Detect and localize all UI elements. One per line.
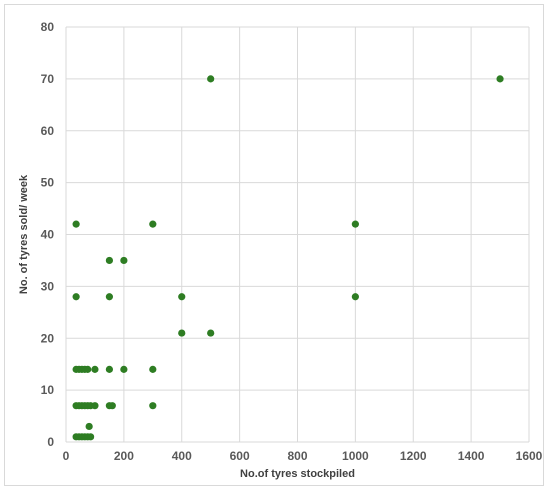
gridlines [65, 26, 530, 443]
y-tick-label: 50 [41, 176, 55, 190]
data-point [178, 329, 186, 337]
x-tick-label: 1400 [458, 449, 485, 463]
y-tick-label: 60 [41, 124, 55, 138]
y-tick-label: 20 [41, 331, 55, 345]
data-point [108, 402, 116, 410]
x-tick-label: 600 [230, 449, 250, 463]
chart-area: 0 200 400 600 800 1000 1200 1400 1600 0 10 20 30 40 5… [4, 4, 544, 486]
x-tick-label: 800 [287, 449, 307, 463]
data-point [105, 256, 114, 265]
data-points [72, 75, 504, 441]
y-tick-label: 70 [41, 72, 55, 86]
y-tick-label: 0 [47, 435, 54, 449]
data-point [351, 220, 359, 228]
y-tick-labels: 0 10 20 30 40 50 60 70 80 [41, 20, 55, 449]
data-point [72, 293, 80, 301]
x-tick-label: 1600 [516, 449, 543, 463]
data-point [105, 365, 114, 373]
data-point [149, 402, 157, 410]
scatter-chart: 0 200 400 600 800 1000 1200 1400 1600 0 10 20 30 40 5… [18, 20, 543, 480]
x-tick-labels: 0 200 400 600 800 1000 1200 1400 1600 [63, 449, 543, 463]
data-point [149, 220, 157, 228]
y-axis-title: No. of tyres sold/ week [18, 174, 30, 294]
x-tick-label: 1200 [400, 449, 427, 463]
x-axis-title: No.of tyres stockpiled [240, 468, 355, 480]
data-point [120, 365, 128, 373]
data-point [86, 433, 95, 441]
y-tick-label: 40 [41, 228, 55, 242]
data-point [496, 75, 504, 83]
data-point [91, 402, 99, 410]
data-point [351, 293, 359, 301]
y-tick-label: 10 [41, 383, 55, 397]
data-point [84, 365, 92, 373]
x-tick-label: 200 [114, 449, 134, 463]
x-tick-label: 0 [63, 449, 70, 463]
data-point [207, 75, 215, 83]
data-point [207, 329, 215, 337]
x-tick-label: 1000 [342, 449, 369, 463]
y-tick-label: 30 [41, 279, 55, 293]
data-point [178, 293, 186, 301]
data-point [91, 365, 99, 373]
data-point [105, 293, 114, 301]
data-point [85, 422, 93, 431]
x-tick-label: 400 [172, 449, 192, 463]
data-point [72, 220, 80, 228]
data-point [149, 365, 157, 373]
data-point [120, 256, 128, 265]
y-tick-label: 80 [41, 20, 55, 34]
